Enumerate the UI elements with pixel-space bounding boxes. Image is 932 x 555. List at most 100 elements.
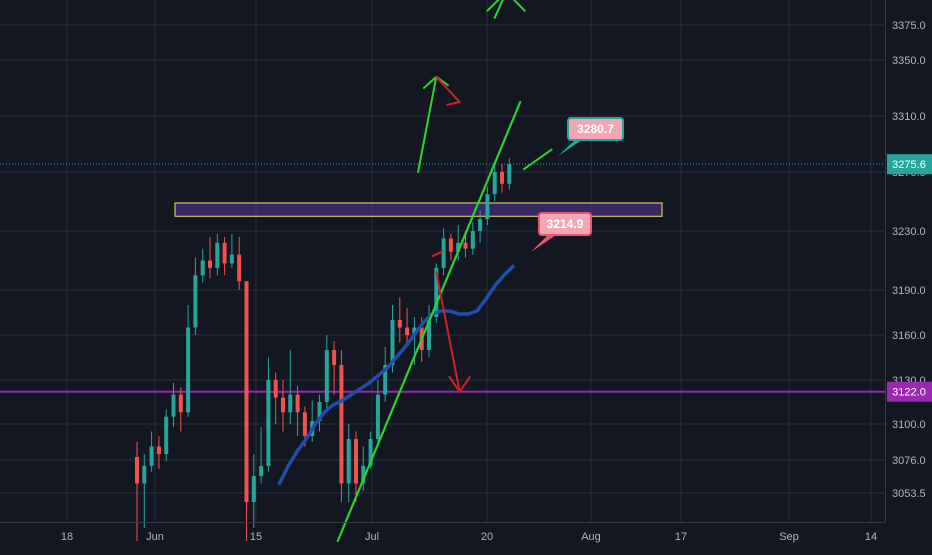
candle-body <box>142 465 147 484</box>
y-tick-label: 3375.0 <box>892 20 926 32</box>
price-label-text: 3275.6 <box>892 159 926 171</box>
candle-body <box>222 242 227 264</box>
grid <box>0 0 885 522</box>
candle-body <box>346 439 351 484</box>
candle <box>383 347 388 402</box>
candle-body <box>259 465 264 477</box>
candle-body <box>507 164 512 184</box>
callouts-layer: 3280.7 3214.9 <box>531 117 624 252</box>
callout-tail <box>531 235 556 252</box>
candle <box>375 380 380 447</box>
candle-body <box>354 439 358 484</box>
candle-body <box>397 320 402 328</box>
current-price-label: 3275.6 <box>887 154 932 175</box>
candle <box>266 357 271 472</box>
candle-body <box>178 394 183 413</box>
candle-body <box>317 402 322 422</box>
candle-body <box>427 317 431 350</box>
candle-body <box>441 238 446 268</box>
candle <box>332 341 337 395</box>
price-callout[interactable]: 3214.9 <box>531 212 592 252</box>
x-tick-label: 20 <box>481 531 493 543</box>
candle <box>295 385 300 436</box>
annotation-arrow[interactable] <box>522 148 553 171</box>
annotation-arrow[interactable] <box>493 0 507 19</box>
annotations-layer <box>336 0 553 543</box>
candle <box>178 387 183 432</box>
candle-body <box>215 242 220 268</box>
moving-average-line <box>277 264 515 486</box>
candle <box>193 257 198 335</box>
candle <box>441 228 446 276</box>
candle-body <box>156 446 161 454</box>
y-tick-label: 3076.0 <box>892 455 926 467</box>
candle-body <box>208 260 212 268</box>
candlesticks <box>135 158 512 541</box>
candle-body <box>295 394 300 413</box>
candle <box>215 233 220 276</box>
candle <box>259 427 264 484</box>
candle-body <box>390 320 395 365</box>
trend-line[interactable] <box>336 100 522 543</box>
annotation-arrow[interactable] <box>446 94 461 106</box>
y-tick-label: 3160.0 <box>892 330 926 342</box>
y-axis-ticks: 3053.53076.03100.03130.03160.03190.03230… <box>892 20 926 500</box>
candle <box>164 409 169 462</box>
candle-body <box>324 350 329 402</box>
candle <box>186 305 191 417</box>
candle-body <box>463 242 468 249</box>
candle-body <box>361 465 366 484</box>
support-line-label: 3122.0 <box>887 381 932 402</box>
candle-body <box>375 394 380 439</box>
candle <box>324 335 329 410</box>
annotation-arrow[interactable] <box>486 0 526 12</box>
y-tick-label: 3350.0 <box>892 55 926 67</box>
candle <box>346 424 351 503</box>
candle-body <box>500 172 504 184</box>
candle <box>485 186 490 226</box>
candle-body <box>405 327 410 335</box>
candle <box>405 308 410 347</box>
x-tick-label: Sep <box>779 531 799 543</box>
candle <box>229 233 234 268</box>
candle-body <box>244 281 249 503</box>
candle <box>200 248 205 283</box>
candle <box>317 394 322 432</box>
candle <box>171 382 176 427</box>
y-tick-label: 3100.0 <box>892 419 926 431</box>
candle <box>448 233 453 261</box>
callout-box <box>567 117 624 141</box>
candle <box>478 210 483 243</box>
x-tick-label: 15 <box>250 531 262 543</box>
candle-body <box>339 365 344 484</box>
candle-body <box>266 380 271 466</box>
moving-average-layer <box>277 264 515 486</box>
candle-body <box>434 267 439 317</box>
annotation-arrow[interactable] <box>417 75 438 173</box>
candle <box>135 442 139 541</box>
y-tick-label: 3230.0 <box>892 226 926 238</box>
candle-body <box>332 350 337 365</box>
candle <box>149 431 154 472</box>
y-tick-label: 3190.0 <box>892 285 926 297</box>
candle-body <box>273 380 278 398</box>
callout-label: 3280.7 <box>577 122 614 136</box>
price-label-box <box>887 381 932 402</box>
candle <box>492 160 497 202</box>
candle <box>361 446 366 491</box>
candle-body <box>193 275 198 328</box>
x-tick-label: 18 <box>61 531 73 543</box>
price-callout[interactable]: 3280.7 <box>558 117 624 156</box>
annotation-arrow[interactable] <box>448 376 471 393</box>
candle-body <box>456 242 461 252</box>
annotation-arrow[interactable] <box>435 271 461 393</box>
candle-body <box>448 238 453 252</box>
price-labels: 3275.6 3122.0 <box>887 154 932 402</box>
candle <box>244 281 249 541</box>
candle <box>251 454 256 529</box>
candle-body <box>135 457 139 484</box>
annotation-arrow[interactable] <box>431 250 444 258</box>
candle-body <box>149 446 154 466</box>
